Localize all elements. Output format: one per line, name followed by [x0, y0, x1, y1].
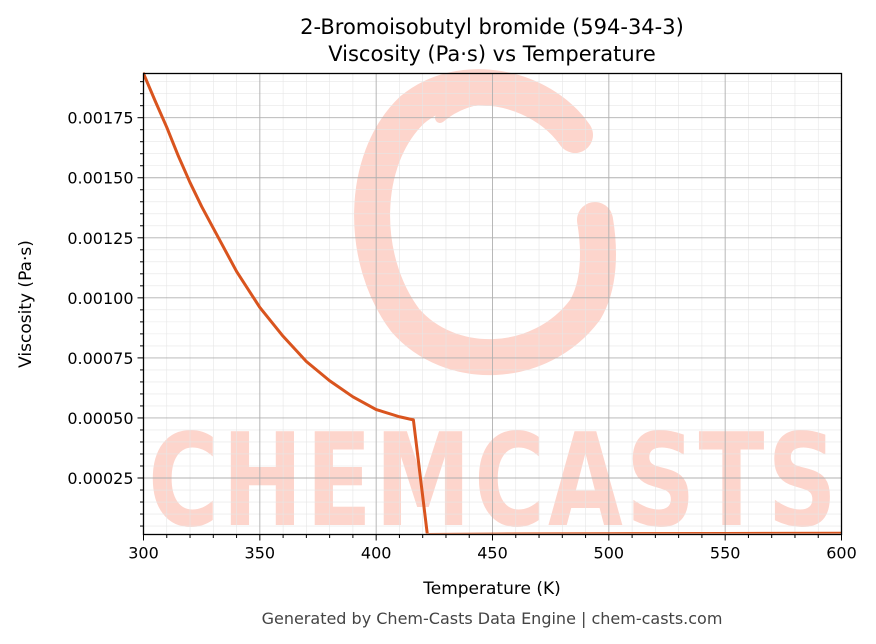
y-tick-label: 0.00175 [67, 109, 133, 128]
x-tick-label: 550 [710, 544, 741, 563]
watermark-text: CHEMCASTS [148, 407, 840, 556]
watermark: CHEMCASTS [148, 69, 840, 556]
series-line [143, 72, 842, 534]
chart-subtitle: Viscosity (Pa·s) vs Temperature [328, 42, 656, 66]
x-tick-label: 400 [361, 544, 392, 563]
y-tick-label: 0.00150 [67, 169, 133, 188]
chart-title: 2-Bromoisobutyl bromide (594-34-3) [300, 15, 684, 39]
watermark-swirl [354, 69, 616, 375]
y-tick-label: 0.00100 [67, 289, 133, 308]
y-tick-label: 0.00050 [67, 409, 133, 428]
footer-credit: Generated by Chem-Casts Data Engine | ch… [262, 609, 723, 628]
x-tick-label: 350 [245, 544, 276, 563]
x-tick-label: 600 [826, 544, 857, 563]
y-tick-label: 0.00025 [67, 469, 133, 488]
series-layer [143, 72, 842, 534]
x-tick-label: 450 [477, 544, 508, 563]
y-axis-label: Viscosity (Pa·s) [16, 240, 36, 368]
x-axis-label: Temperature (K) [422, 579, 561, 599]
y-tick-label: 0.00075 [67, 349, 133, 368]
y-tick-labels: 0.00025 0.00050 0.00075 0.00100 0.00125 0.001… [67, 109, 133, 488]
ticks-layer [137, 81, 842, 541]
x-tick-label: 300 [128, 544, 159, 563]
x-tick-label: 500 [594, 544, 625, 563]
x-tick-labels: 300 350 400 450 500 550 600 [128, 544, 857, 563]
y-tick-label: 0.00125 [67, 229, 133, 248]
